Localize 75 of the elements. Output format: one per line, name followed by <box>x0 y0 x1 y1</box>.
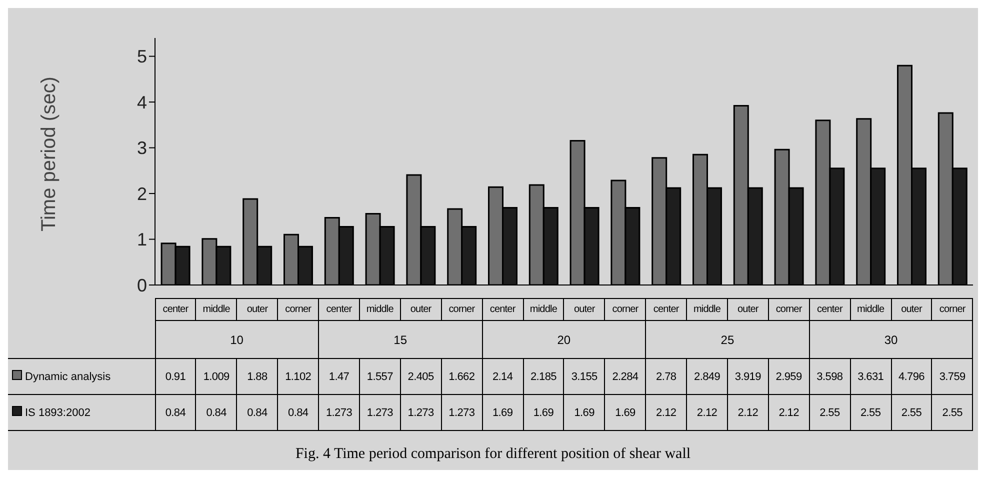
data-label: 1.557 <box>359 358 400 394</box>
data-label: 1.47 <box>318 358 360 394</box>
data-label: 2.55 <box>809 394 850 430</box>
data-label: 2.12 <box>727 394 768 430</box>
x-tick-label: middle <box>523 298 564 320</box>
x-tick-label: center <box>809 298 850 320</box>
data-label: 1.69 <box>604 394 646 430</box>
data-label: 0.91 <box>155 358 196 394</box>
data-label: 1.273 <box>441 394 482 430</box>
data-label: 3.759 <box>932 358 973 394</box>
x-tick-label: corner <box>932 298 973 320</box>
legend-label: Dynamic analysis <box>8 358 155 394</box>
data-label: 1.102 <box>278 358 319 394</box>
x-tick-label: center <box>155 298 196 320</box>
data-label: 1.69 <box>564 394 605 430</box>
text: 25 <box>646 320 810 358</box>
data-label: 2.12 <box>646 394 687 430</box>
x-tick-label: outer <box>564 298 605 320</box>
data-label: 2.55 <box>932 394 973 430</box>
x-tick-label: outer <box>891 298 932 320</box>
data-label: 2.14 <box>482 358 524 394</box>
x-tick-label: center <box>646 298 687 320</box>
legend-label: IS 1893:2002 <box>8 394 155 430</box>
data-label: 2.405 <box>400 358 442 394</box>
text: 10 <box>155 320 319 358</box>
x-tick-label: middle <box>850 298 892 320</box>
x-tick-label: corner <box>604 298 646 320</box>
x-tick-label: center <box>482 298 524 320</box>
x-tick-label: middle <box>359 298 400 320</box>
data-label: 1.273 <box>318 394 360 430</box>
data-label: 2.12 <box>768 394 810 430</box>
text: 20 <box>482 320 646 358</box>
data-label: 1.009 <box>196 358 237 394</box>
data-label: 3.919 <box>727 358 768 394</box>
data-label: 4.796 <box>891 358 932 394</box>
data-label: 0.84 <box>278 394 319 430</box>
data-label: 0.84 <box>196 394 237 430</box>
data-label: 0.84 <box>155 394 196 430</box>
text: 15 <box>318 320 482 358</box>
data-label: 3.631 <box>850 358 892 394</box>
y-tick-label: 0 <box>136 275 147 296</box>
data-label: 3.155 <box>564 358 605 394</box>
x-tick-label: outer <box>727 298 768 320</box>
data-label: 1.273 <box>359 394 400 430</box>
x-tick-label: corner <box>768 298 810 320</box>
caption: Fig. 4 Time period comparison for different position of shear wall <box>294 446 692 463</box>
data-label: 3.598 <box>809 358 850 394</box>
x-tick-label: middle <box>196 298 237 320</box>
data-label: 2.849 <box>686 358 728 394</box>
data-label: 2.959 <box>768 358 810 394</box>
data-label: 2.185 <box>523 358 564 394</box>
data-label: 1.662 <box>441 358 482 394</box>
y-tick-label: 3 <box>136 138 147 158</box>
x-tick-label: center <box>318 298 360 320</box>
data-label: 0.84 <box>236 394 278 430</box>
data-label: 1.273 <box>400 394 442 430</box>
text: 30 <box>809 320 973 358</box>
data-label: 2.12 <box>686 394 728 430</box>
y-axis-title: Time period (sec) <box>38 76 60 232</box>
x-tick-label: corner <box>278 298 319 320</box>
y-tick-label: 4 <box>136 92 147 112</box>
x-tick-label: outer <box>236 298 278 320</box>
data-label: 2.78 <box>646 358 687 394</box>
data-label: 2.55 <box>891 394 932 430</box>
data-label: 2.284 <box>604 358 646 394</box>
data-label: 1.69 <box>482 394 524 430</box>
x-tick-label: middle <box>686 298 728 320</box>
data-label: 1.69 <box>523 394 564 430</box>
data-label: 2.55 <box>850 394 892 430</box>
y-tick-label: 1 <box>136 230 147 250</box>
data-label: 1.88 <box>236 358 278 394</box>
y-tick-label: 2 <box>136 184 147 204</box>
x-tick-label: corner <box>441 298 482 320</box>
x-tick-label: outer <box>400 298 442 320</box>
y-tick-label: 5 <box>136 46 147 67</box>
